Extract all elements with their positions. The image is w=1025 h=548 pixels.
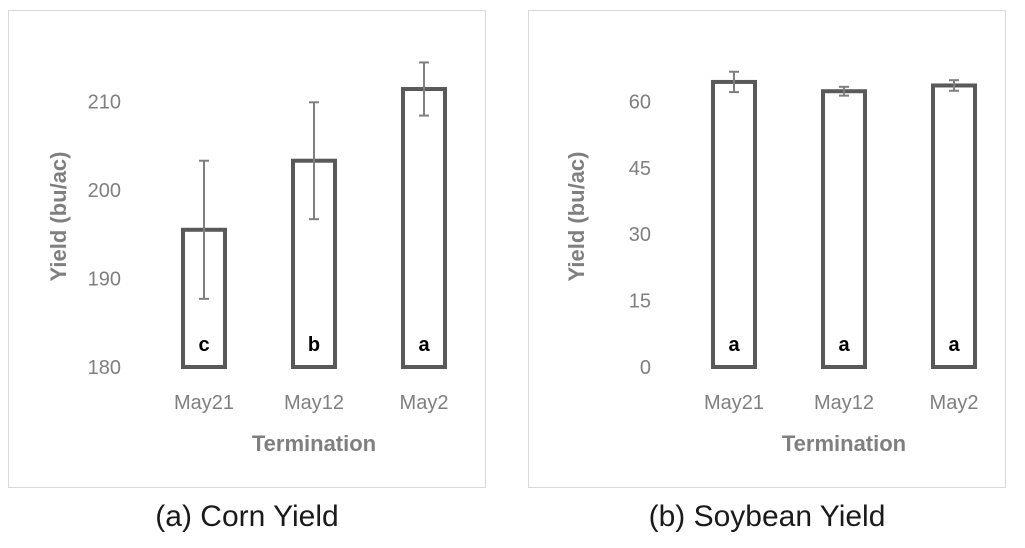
corn-bar [401,87,447,370]
soybean-significance-letter: a [728,334,740,356]
soybean-x-axis-title: Termination [782,431,906,456]
soybean-bar [821,89,867,369]
corn-y-tick-label: 190 [88,268,121,290]
corn-yield-plot: 180 190 200 210 c May21 b May12 a May2 Termination… [46,61,449,456]
soybean-significance-letter: a [838,334,850,356]
soybean-y-tick-label: 60 [629,91,651,113]
corn-significance-letter: b [308,334,320,356]
corn-x-tick-label: May21 [174,392,234,414]
corn-y-tick-label: 200 [88,180,121,202]
soybean-y-tick-label: 45 [629,158,651,180]
corn-y-tick-label: 210 [88,91,121,113]
soybean-yield-chart: 0 15 30 45 60 a May21 a May12 a May2 Termination Yie… [528,10,1006,488]
soybean-x-tick-label: May21 [704,392,764,414]
corn-y-axis-title: Yield (bu/ac) [46,152,71,282]
soybean-y-tick-label: 15 [629,291,651,313]
soybean-significance-letter: a [948,334,960,356]
soybean-y-tick-label: 30 [629,224,651,246]
soybean-x-tick-label: May2 [930,392,979,414]
corn-yield-caption: (a) Corn Yield [155,500,339,533]
corn-x-tick-label: May2 [400,392,449,414]
soybean-y-tick-label: 0 [640,357,651,379]
soybean-bar [931,83,977,369]
corn-yield-chart: 180 190 200 210 c May21 b May12 a May2 Termination… [8,10,486,488]
soybean-yield-plot: 0 15 30 45 60 a May21 a May12 a May2 Termination Yie… [564,70,979,456]
soybean-bar [711,79,757,369]
corn-y-tick-label: 180 [88,357,121,379]
soybean-yield-caption: (b) Soybean Yield [648,500,886,533]
corn-x-axis-title: Termination [252,431,376,456]
corn-significance-letter: c [198,334,209,356]
soybean-y-axis-title: Yield (bu/ac) [564,152,589,282]
soybean-x-tick-label: May12 [814,392,874,414]
corn-significance-letter: a [418,334,430,356]
corn-x-tick-label: May12 [284,392,344,414]
